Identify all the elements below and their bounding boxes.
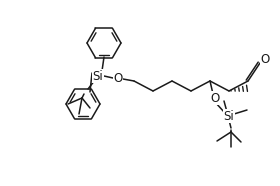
- Text: Si: Si: [224, 110, 234, 123]
- Text: O: O: [260, 52, 270, 65]
- Text: O: O: [210, 92, 220, 105]
- Text: Si: Si: [93, 70, 103, 83]
- Text: O: O: [113, 71, 123, 84]
